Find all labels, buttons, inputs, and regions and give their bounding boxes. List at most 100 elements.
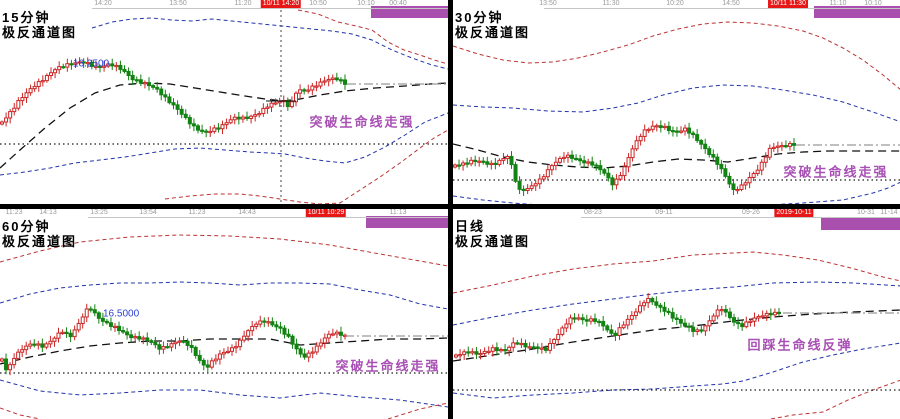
candle-down	[666, 125, 671, 132]
time-tick-label: 00:40	[389, 0, 407, 7]
candle-up	[711, 315, 716, 322]
candle-up	[763, 156, 768, 163]
candle-up	[265, 106, 270, 109]
time-axis-30min: 13:50 11:30 10:20 14:50 11:10 10:10 10/11 11:3…	[453, 0, 900, 20]
candle-down	[613, 332, 618, 336]
candle-up	[735, 188, 740, 192]
candle-up	[114, 64, 119, 68]
candle-up	[106, 63, 111, 67]
candle-up	[462, 351, 467, 356]
signal-annotation: 突破生命线走强	[335, 358, 441, 374]
candle-up	[221, 351, 226, 355]
candle-up	[621, 324, 626, 329]
candle-down	[69, 63, 74, 66]
panel-30min: 13:50 11:30 10:20 14:50 11:10 10:10 10/11 11:3…	[453, 0, 900, 204]
candlestick-chart-15min[interactable]	[0, 0, 448, 204]
candle-up	[695, 329, 700, 332]
upper-red-channel	[0, 234, 448, 267]
candle-down	[473, 159, 478, 163]
candle-up	[209, 360, 214, 368]
candle-up	[269, 102, 274, 108]
candle-down	[598, 165, 603, 171]
candle-down	[285, 99, 290, 108]
candle-up	[224, 122, 229, 126]
panel-title: 60分钟	[2, 219, 51, 234]
candle-up	[501, 158, 506, 161]
candle-up	[533, 183, 538, 187]
candle-up	[326, 78, 331, 82]
candle-down	[100, 317, 105, 322]
candle-down	[682, 322, 687, 327]
candlestick-chart-daily[interactable]	[453, 209, 900, 419]
candle-down	[601, 320, 606, 327]
candle-up	[253, 114, 258, 117]
upper-blue-channel	[91, 17, 448, 70]
candle-up	[638, 135, 643, 142]
lifeline	[453, 309, 900, 362]
candle-up	[654, 125, 659, 128]
candle-up	[470, 351, 475, 354]
candle-down	[513, 164, 518, 182]
candle-up	[650, 125, 655, 130]
panel-15min: 14:20 13:50 11:20 10:50 10:10 00:40 10/11 14:2…	[0, 0, 448, 204]
candle-up	[310, 351, 315, 354]
candle-up	[715, 309, 720, 317]
candle-down	[654, 301, 659, 306]
candle-down	[658, 304, 663, 308]
signal-annotation: 回踩生命线反弹	[747, 337, 853, 353]
candle-down	[338, 331, 343, 336]
candle-down	[88, 308, 93, 311]
current-bar-time-highlight: 10/11 11:30	[768, 0, 808, 8]
candlestick-chart-30min[interactable]	[453, 0, 900, 204]
candle-up	[273, 102, 278, 105]
candle-up	[747, 176, 752, 184]
candle-up	[28, 343, 33, 347]
candle-down	[171, 102, 176, 106]
time-tick-label: 11:23	[188, 209, 206, 216]
candle-up	[489, 162, 494, 166]
time-tick-label: 11:20	[234, 0, 252, 7]
time-tick-label: 13:54	[139, 209, 157, 216]
candle-down	[191, 123, 196, 127]
candle-up	[228, 119, 233, 124]
candle-up	[289, 101, 294, 108]
upper-red-channel	[453, 251, 900, 294]
lower-blue-channel	[0, 379, 448, 408]
candle-down	[609, 329, 614, 334]
candle-down	[236, 116, 241, 120]
candle-up	[743, 182, 748, 186]
candle-up	[261, 107, 266, 115]
candle-up	[537, 178, 542, 185]
candle-up	[498, 349, 503, 352]
panel-subtitle: 极反通道图	[2, 234, 78, 249]
candle-up	[48, 340, 53, 345]
candle-down	[674, 130, 679, 133]
candle-down	[457, 164, 462, 167]
candle-up	[73, 62, 78, 65]
candle-up	[306, 352, 311, 358]
time-tick-label: 10-31	[857, 209, 875, 216]
candle-up	[225, 350, 230, 354]
candle-up	[36, 343, 41, 346]
candle-down	[40, 343, 45, 348]
candles-group	[453, 120, 796, 196]
candle-down	[282, 327, 287, 335]
candle-up	[169, 343, 174, 348]
candle-up	[85, 61, 90, 65]
candle-up	[57, 66, 62, 71]
candlestick-chart-60min[interactable]	[0, 209, 448, 419]
candle-up	[36, 81, 41, 87]
vertical-divider	[448, 0, 453, 419]
candle-down	[570, 154, 575, 159]
candle-up	[564, 323, 569, 329]
candle-down	[157, 344, 162, 350]
candle-up	[258, 320, 263, 325]
time-axis-15min: 14:20 13:50 11:20 10:50 10:10 00:40 10/11 14:2…	[0, 0, 448, 20]
candle-up	[133, 336, 138, 339]
candle-down	[723, 309, 728, 313]
candle-up	[477, 160, 482, 163]
candle-up	[238, 339, 243, 348]
candle-down	[122, 68, 127, 72]
candle-up	[161, 346, 166, 350]
candle-down	[274, 324, 279, 328]
